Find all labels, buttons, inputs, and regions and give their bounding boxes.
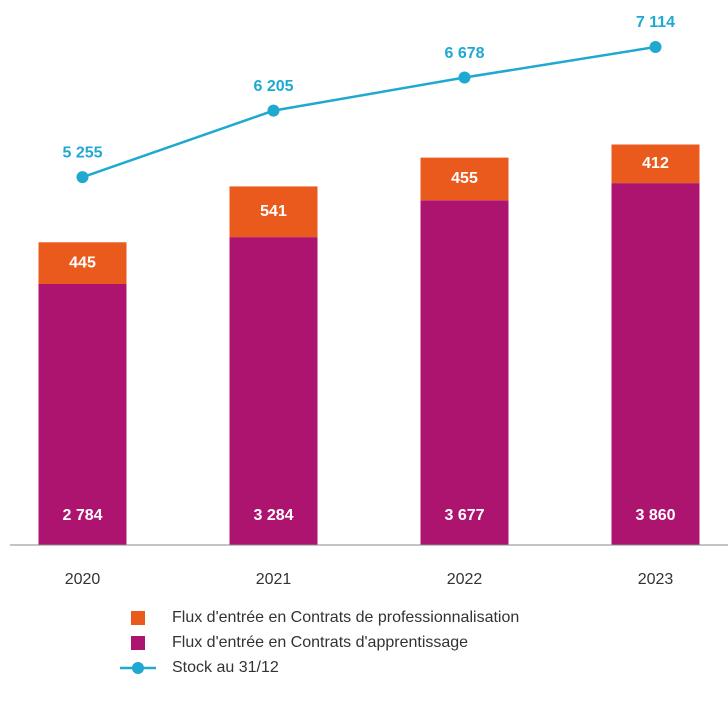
bar-segment [229,237,318,545]
data-label: 7 114 [636,14,675,31]
bar-segment [38,284,127,545]
bar-segment [611,183,700,545]
legend-label: Flux d'entrée en Contrats d'apprentissag… [172,634,468,651]
legend-swatch [131,611,145,625]
legend-marker [132,662,144,674]
bar-segment [420,200,509,545]
data-label: 412 [642,155,669,172]
bar-segment [229,186,318,238]
data-label: 541 [260,203,287,220]
data-label: 445 [69,254,96,271]
line [82,45,656,179]
data-label: 3 677 [444,507,484,524]
bar-segment [611,144,700,184]
data-label: 5 255 [62,144,102,161]
x-tick-label: 2020 [65,571,101,588]
x-tick-label: 2022 [447,571,483,588]
legend-label: Flux d'entrée en Contrats de professionn… [172,609,519,626]
data-label: 3 284 [253,507,293,524]
data-label: 6 678 [444,45,484,62]
x-tick-label: 2023 [638,571,674,588]
line-point [649,41,662,54]
line-point [76,171,89,184]
legend-label: Stock au 31/12 [172,659,279,676]
line-point [458,71,471,84]
x-tick-label: 2021 [256,571,292,588]
line-point [267,104,280,117]
data-label: 3 860 [635,507,675,524]
data-label: 2 784 [62,507,102,524]
data-label: 6 205 [253,78,293,95]
bar-segment [38,242,127,284]
legend-swatch [131,636,145,650]
data-label: 455 [451,170,478,187]
bar-segment [420,157,509,201]
